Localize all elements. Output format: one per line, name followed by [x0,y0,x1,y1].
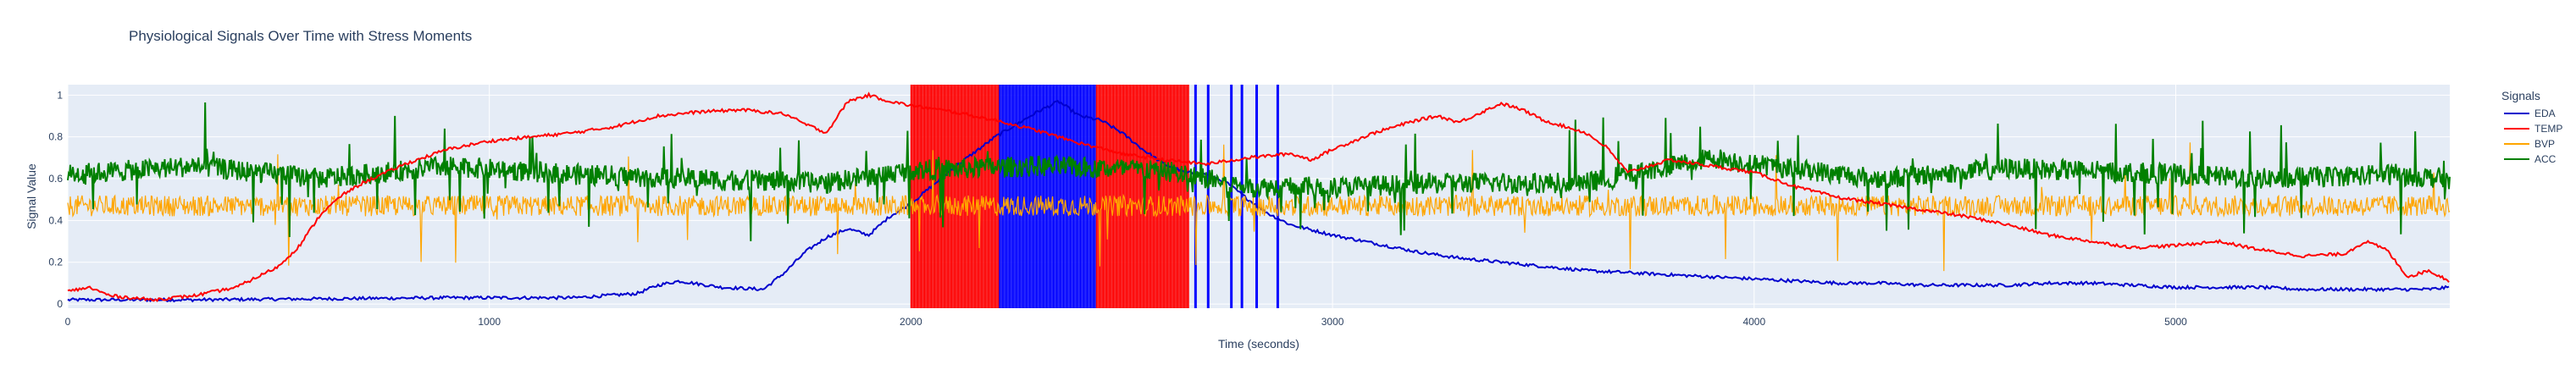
series-line-acc [67,102,2451,241]
series-lines [67,91,2451,303]
x-tick-label: 5000 [2164,316,2187,328]
legend[interactable]: Signals EDA TEMP BVP ACC [2501,89,2562,165]
series-line-bvp [67,142,2451,272]
legend-item-eda[interactable]: EDA [2534,108,2556,119]
legend-title: Signals [2501,89,2540,102]
y-axis-ticks: 0 0.2 0.4 0.6 0.8 1 [48,89,63,310]
x-axis-ticks: 0 1000 2000 3000 4000 5000 [65,316,2188,328]
y-tick-label: 0.4 [48,214,63,226]
chart-title: Physiological Signals Over Time with Str… [129,28,472,44]
y-tick-label: 0 [57,298,63,310]
x-tick-label: 0 [65,316,71,328]
legend-item-bvp[interactable]: BVP [2534,138,2555,150]
y-tick-label: 1 [57,89,63,101]
x-tick-label: 3000 [1321,316,1344,328]
x-tick-label: 2000 [900,316,922,328]
legend-item-acc[interactable]: ACC [2534,153,2557,165]
x-tick-label: 4000 [1742,316,1765,328]
legend-item-temp[interactable]: TEMP [2534,123,2562,135]
x-axis-title: Time (seconds) [1218,337,1299,351]
x-tick-label: 1000 [478,316,501,328]
stress-moments [910,85,1279,308]
y-tick-label: 0.2 [48,257,63,268]
y-tick-label: 0.6 [48,173,63,185]
y-axis-title: Signal Value [25,163,38,229]
stress-moment-band [999,85,1097,308]
series-line-temp [67,91,2450,302]
y-tick-label: 0.8 [48,131,63,143]
